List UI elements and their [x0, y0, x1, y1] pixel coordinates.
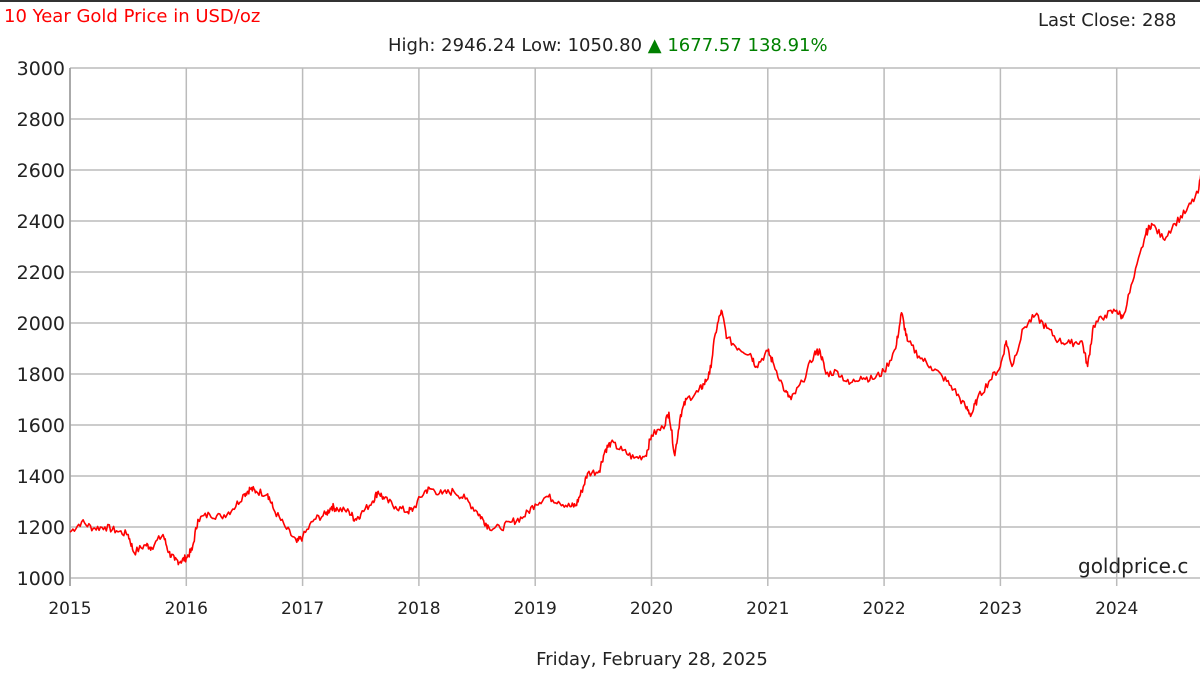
- grid: [69, 67, 1200, 586]
- y-tick-label: 1600: [17, 415, 65, 437]
- y-tick-label: 2600: [17, 160, 65, 182]
- watermark: goldprice.c: [1078, 554, 1188, 578]
- x-tick-label: 2017: [281, 599, 324, 619]
- y-tick-label: 1400: [17, 466, 65, 488]
- x-tick-label: 2022: [862, 599, 905, 619]
- x-tick-label: 2016: [165, 599, 208, 619]
- y-tick-label: 1800: [17, 364, 65, 386]
- low-value: 1050.80: [568, 35, 642, 56]
- y-tick-label: 2000: [17, 313, 65, 335]
- x-tick-label: 2020: [630, 599, 673, 619]
- up-triangle-icon: ▲: [648, 35, 662, 56]
- change-value: 1677.57: [667, 35, 741, 56]
- y-tick-label: 1000: [17, 568, 65, 590]
- x-tick-label: 2015: [48, 599, 91, 619]
- high-value: 2946.24: [441, 35, 515, 56]
- y-tick-label: 2400: [17, 211, 65, 233]
- last-close: Last Close: 288: [1038, 10, 1176, 31]
- y-tick-label: 3000: [17, 58, 65, 80]
- price-series-line: [69, 174, 1200, 566]
- x-tick-label: 2018: [397, 599, 440, 619]
- y-tick-label: 1200: [17, 517, 65, 539]
- low-label: Low:: [521, 35, 562, 56]
- change-percent: 138.91%: [748, 35, 828, 56]
- y-axis-ticks: 1000 1200 1400 1600 1800 2000 2200 2400 2600 2800…: [17, 58, 65, 590]
- x-axis-ticks: 2015 2016 2017 2018 2019 2020 2021 2022 2023 2024: [48, 599, 1138, 619]
- high-label: High:: [388, 35, 435, 56]
- y-tick-label: 2200: [17, 262, 65, 284]
- x-tick-label: 2021: [746, 599, 789, 619]
- x-tick-label: 2024: [1095, 599, 1138, 619]
- x-tick-label: 2019: [514, 599, 557, 619]
- x-axis-date-label: Friday, February 28, 2025: [536, 649, 768, 670]
- chart-title: 10 Year Gold Price in USD/oz: [4, 6, 260, 27]
- top-border: [0, 0, 1200, 2]
- y-tick-label: 2800: [17, 109, 65, 131]
- x-tick-label: 2023: [979, 599, 1022, 619]
- stats-line: High: 2946.24 Low: 1050.80 ▲ 1677.57 138…: [388, 35, 828, 56]
